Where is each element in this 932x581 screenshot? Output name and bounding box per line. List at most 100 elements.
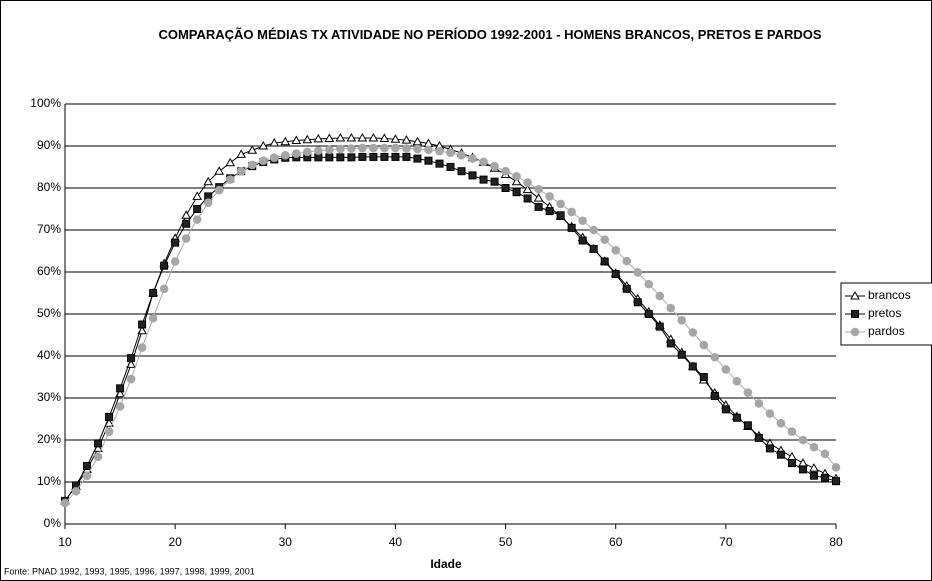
marker — [787, 459, 796, 468]
marker — [313, 133, 324, 143]
marker — [116, 384, 125, 393]
marker — [292, 149, 301, 158]
marker — [314, 146, 323, 155]
marker — [214, 166, 225, 175]
legend-label: pardos — [868, 324, 905, 338]
marker — [93, 452, 103, 462]
marker — [60, 498, 70, 508]
marker — [324, 133, 335, 142]
marker — [380, 152, 389, 161]
marker — [468, 171, 477, 180]
marker — [247, 160, 257, 170]
marker — [302, 134, 313, 144]
marker — [688, 328, 698, 337]
marker — [192, 215, 202, 224]
marker — [798, 435, 808, 445]
marker — [490, 161, 499, 171]
marker — [512, 188, 521, 197]
marker — [83, 462, 92, 471]
marker — [369, 152, 378, 161]
marker — [850, 327, 860, 337]
marker — [269, 153, 279, 163]
marker — [379, 133, 390, 142]
marker — [82, 471, 92, 481]
marker — [148, 313, 158, 323]
y-tick-label: 90% — [37, 138, 61, 152]
marker — [457, 167, 466, 176]
marker — [655, 291, 665, 301]
marker — [512, 171, 521, 181]
marker — [743, 388, 753, 397]
marker — [247, 145, 258, 154]
marker — [622, 256, 632, 266]
marker — [402, 144, 411, 153]
y-tick-label: 10% — [37, 474, 61, 488]
marker — [501, 184, 510, 192]
x-tick-label: 40 — [389, 535, 403, 549]
marker — [192, 191, 203, 200]
y-tick-label: 40% — [37, 348, 61, 362]
marker — [291, 135, 302, 145]
marker — [181, 234, 191, 243]
chart-title: COMPARAÇÃO MÉDIAS TX ATIVIDADE NO PERÍOD… — [158, 27, 822, 42]
marker — [424, 145, 433, 155]
marker — [127, 354, 136, 363]
marker — [401, 135, 412, 144]
marker — [809, 471, 818, 480]
marker — [567, 207, 576, 217]
marker — [743, 421, 752, 430]
marker — [413, 144, 422, 154]
marker — [258, 156, 268, 165]
y-tick-label: 60% — [37, 264, 61, 278]
marker — [600, 235, 610, 244]
marker — [280, 136, 291, 146]
marker — [765, 409, 775, 418]
marker — [522, 184, 533, 194]
marker — [335, 133, 346, 142]
marker — [380, 143, 389, 153]
x-axis-label: Idade — [430, 557, 462, 571]
marker — [258, 140, 269, 150]
marker — [644, 310, 653, 318]
marker — [446, 163, 455, 171]
marker — [457, 150, 466, 160]
marker — [369, 143, 378, 153]
marker — [346, 133, 357, 142]
marker — [236, 149, 247, 158]
y-tick-label: 50% — [37, 306, 61, 320]
x-tick-label: 80 — [829, 535, 843, 549]
marker — [170, 257, 180, 266]
marker — [644, 279, 654, 289]
x-tick-label: 50 — [499, 535, 513, 549]
marker — [511, 176, 522, 186]
marker — [850, 290, 860, 300]
marker — [303, 147, 312, 157]
x-tick-label: 10 — [58, 535, 72, 549]
marker — [336, 153, 345, 162]
marker — [435, 159, 444, 168]
marker — [126, 374, 136, 384]
marker — [203, 176, 214, 186]
marker — [611, 270, 620, 279]
marker — [347, 144, 356, 153]
marker — [732, 413, 741, 422]
marker — [567, 223, 576, 232]
marker — [820, 449, 830, 459]
marker — [501, 166, 510, 176]
marker — [479, 157, 488, 167]
marker — [182, 219, 191, 228]
marker — [809, 463, 819, 472]
marker — [115, 402, 125, 411]
marker — [368, 133, 379, 142]
marker — [633, 298, 642, 307]
marker — [105, 412, 114, 421]
y-tick-label: 30% — [37, 390, 61, 404]
marker — [578, 216, 587, 226]
marker — [446, 148, 455, 158]
marker — [325, 145, 334, 155]
marker — [149, 289, 158, 297]
y-tick-label: 100% — [30, 96, 61, 110]
marker — [589, 225, 598, 235]
marker — [236, 166, 246, 176]
